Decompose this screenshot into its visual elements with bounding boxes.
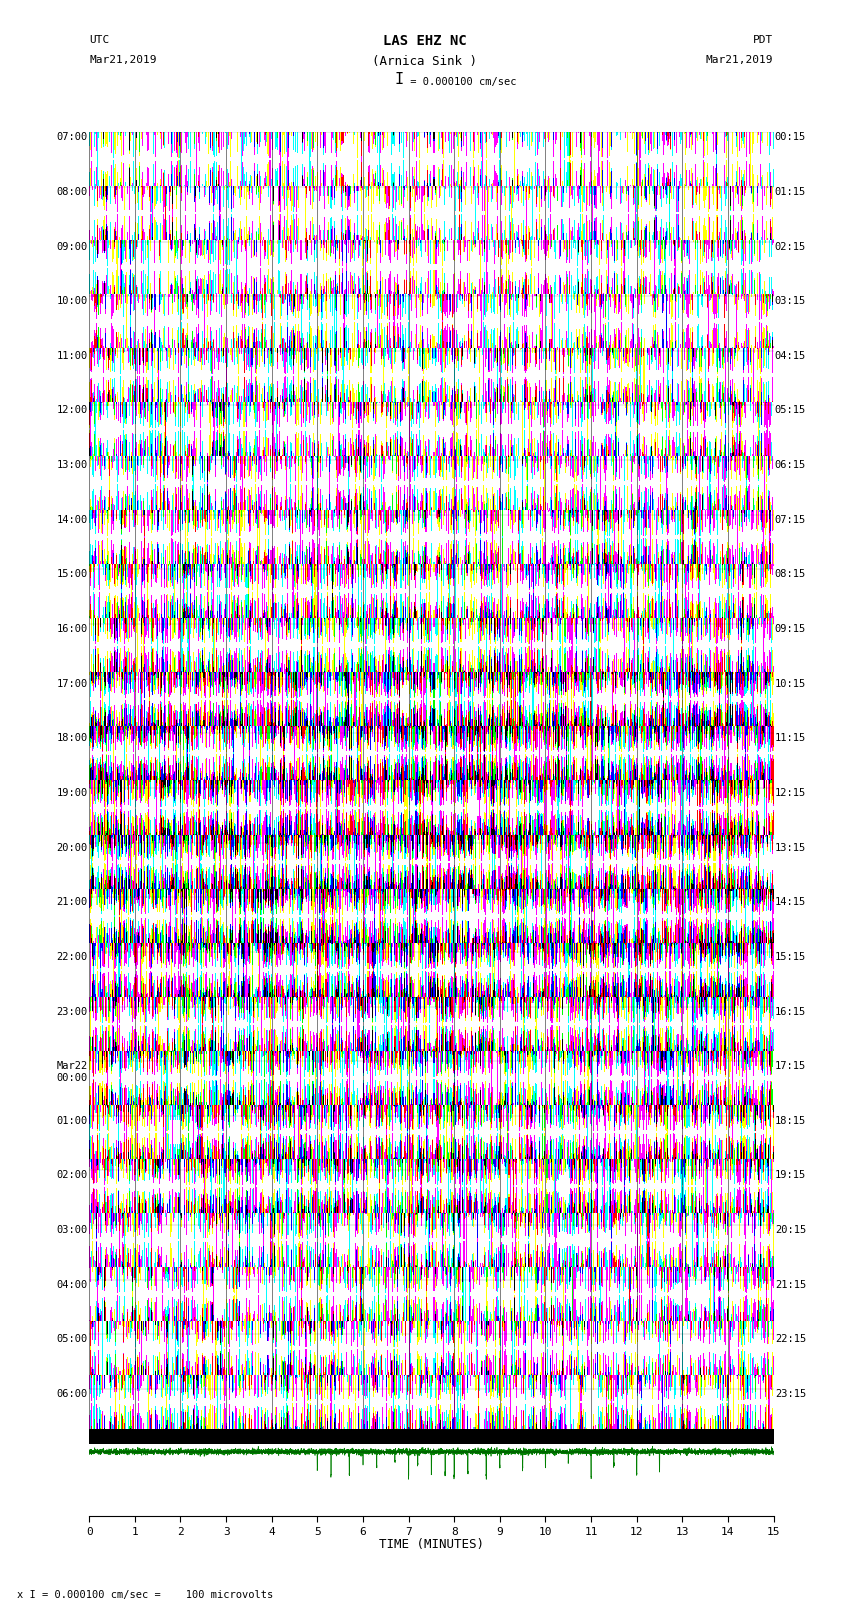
Text: 11:00: 11:00 [57,352,88,361]
Text: 01:15: 01:15 [775,187,806,197]
Text: 07:15: 07:15 [775,515,806,524]
Text: 00:15: 00:15 [775,132,806,142]
Text: 22:15: 22:15 [775,1334,806,1344]
Text: I: I [395,73,404,87]
Text: 14:15: 14:15 [775,897,806,907]
Text: UTC: UTC [89,35,110,45]
Text: 19:00: 19:00 [57,789,88,798]
X-axis label: TIME (MINUTES): TIME (MINUTES) [379,1539,484,1552]
Text: 06:00: 06:00 [57,1389,88,1398]
Text: 23:00: 23:00 [57,1007,88,1016]
Text: 18:15: 18:15 [775,1116,806,1126]
Text: 20:00: 20:00 [57,842,88,853]
Text: 04:15: 04:15 [775,352,806,361]
Text: 05:15: 05:15 [775,405,806,416]
Text: 22:00: 22:00 [57,952,88,961]
Text: 16:00: 16:00 [57,624,88,634]
Text: 14:00: 14:00 [57,515,88,524]
Text: 16:15: 16:15 [775,1007,806,1016]
Text: 13:15: 13:15 [775,842,806,853]
Text: 21:00: 21:00 [57,897,88,907]
Text: 08:00: 08:00 [57,187,88,197]
Text: x I = 0.000100 cm/sec =    100 microvolts: x I = 0.000100 cm/sec = 100 microvolts [17,1590,273,1600]
Text: 10:15: 10:15 [775,679,806,689]
Text: 18:00: 18:00 [57,734,88,744]
Text: 09:00: 09:00 [57,242,88,252]
Text: 02:00: 02:00 [57,1171,88,1181]
Text: 23:15: 23:15 [775,1389,806,1398]
Text: 03:15: 03:15 [775,297,806,306]
Text: 15:15: 15:15 [775,952,806,961]
Text: Mar21,2019: Mar21,2019 [706,55,774,65]
Text: 12:00: 12:00 [57,405,88,416]
Text: 20:15: 20:15 [775,1226,806,1236]
Text: LAS EHZ NC: LAS EHZ NC [383,34,467,48]
Text: 01:00: 01:00 [57,1116,88,1126]
Text: PDT: PDT [753,35,774,45]
Text: 11:15: 11:15 [775,734,806,744]
Text: 07:00: 07:00 [57,132,88,142]
Text: 13:00: 13:00 [57,460,88,469]
Text: 19:15: 19:15 [775,1171,806,1181]
Text: = 0.000100 cm/sec: = 0.000100 cm/sec [404,77,516,87]
Text: 03:00: 03:00 [57,1226,88,1236]
Text: 17:15: 17:15 [775,1061,806,1071]
Text: 02:15: 02:15 [775,242,806,252]
Text: 15:00: 15:00 [57,569,88,579]
Text: 21:15: 21:15 [775,1279,806,1290]
Text: 05:00: 05:00 [57,1334,88,1344]
Text: 06:15: 06:15 [775,460,806,469]
Text: 10:00: 10:00 [57,297,88,306]
Text: 17:00: 17:00 [57,679,88,689]
Text: 08:15: 08:15 [775,569,806,579]
Text: 09:15: 09:15 [775,624,806,634]
Text: 12:15: 12:15 [775,789,806,798]
Text: 04:00: 04:00 [57,1279,88,1290]
Text: (Arnica Sink ): (Arnica Sink ) [372,55,478,68]
Text: Mar21,2019: Mar21,2019 [89,55,156,65]
Text: Mar22
00:00: Mar22 00:00 [57,1061,88,1082]
